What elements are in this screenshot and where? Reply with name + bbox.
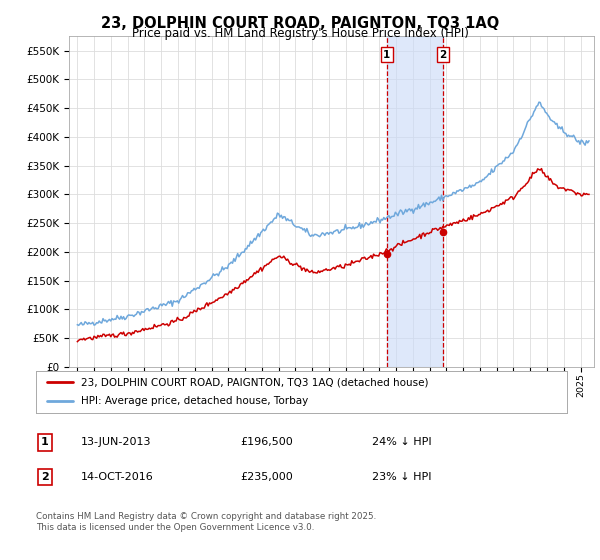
- Text: 2: 2: [41, 472, 49, 482]
- Text: 14-OCT-2016: 14-OCT-2016: [81, 472, 154, 482]
- Text: Price paid vs. HM Land Registry's House Price Index (HPI): Price paid vs. HM Land Registry's House …: [131, 27, 469, 40]
- Text: 13-JUN-2013: 13-JUN-2013: [81, 437, 151, 447]
- Text: Contains HM Land Registry data © Crown copyright and database right 2025.
This d: Contains HM Land Registry data © Crown c…: [36, 512, 376, 532]
- Text: 23, DOLPHIN COURT ROAD, PAIGNTON, TQ3 1AQ: 23, DOLPHIN COURT ROAD, PAIGNTON, TQ3 1A…: [101, 16, 499, 31]
- Text: 1: 1: [41, 437, 49, 447]
- Text: 1: 1: [383, 50, 391, 60]
- Text: 23, DOLPHIN COURT ROAD, PAIGNTON, TQ3 1AQ (detached house): 23, DOLPHIN COURT ROAD, PAIGNTON, TQ3 1A…: [81, 377, 428, 387]
- Bar: [387, 36, 443, 367]
- Text: HPI: Average price, detached house, Torbay: HPI: Average price, detached house, Torb…: [81, 396, 308, 407]
- Text: 24% ↓ HPI: 24% ↓ HPI: [372, 437, 431, 447]
- Text: £196,500: £196,500: [240, 437, 293, 447]
- Text: 23% ↓ HPI: 23% ↓ HPI: [372, 472, 431, 482]
- Text: £235,000: £235,000: [240, 472, 293, 482]
- Text: 2: 2: [439, 50, 446, 60]
